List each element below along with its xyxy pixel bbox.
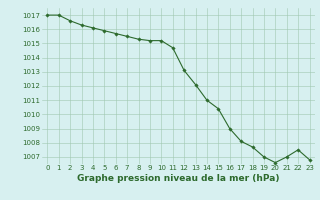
X-axis label: Graphe pression niveau de la mer (hPa): Graphe pression niveau de la mer (hPa): [77, 174, 280, 183]
